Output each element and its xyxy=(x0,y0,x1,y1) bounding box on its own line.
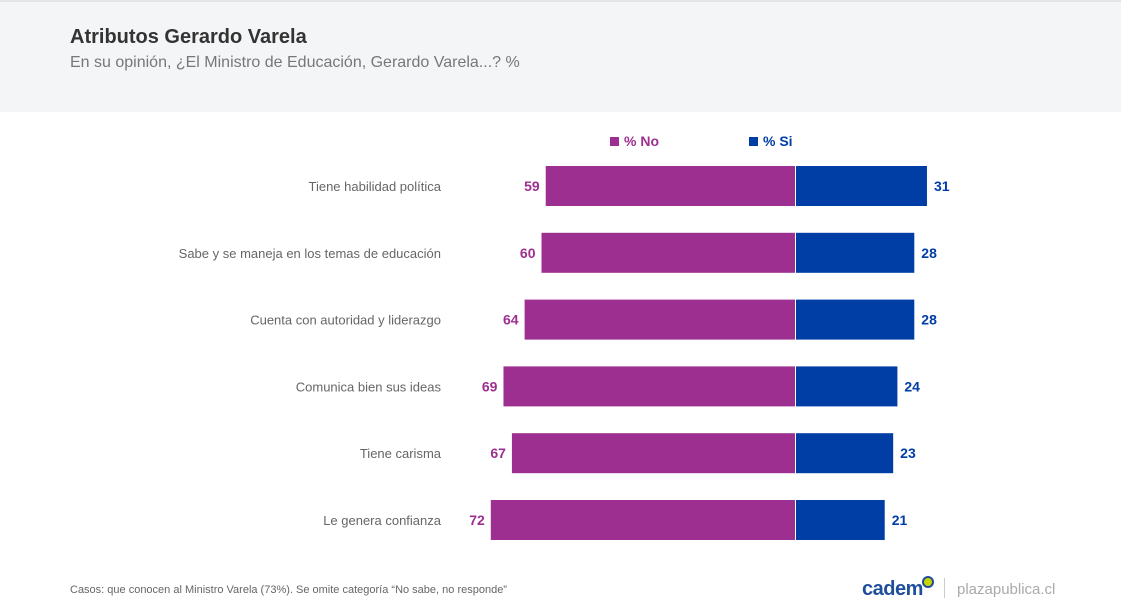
value-label-si: 31 xyxy=(934,178,950,194)
bar-si xyxy=(796,366,898,407)
category-label: Tiene habilidad política xyxy=(309,179,442,194)
legend-label-si: % Si xyxy=(763,133,793,149)
page-subtitle: En su opinión, ¿El Ministro de Educación… xyxy=(70,54,520,71)
cadem-logo: cadem xyxy=(862,576,934,601)
logo-text: cadem xyxy=(862,578,923,600)
footer-divider xyxy=(944,578,945,598)
value-label-no: 72 xyxy=(469,512,485,528)
bar-no xyxy=(524,299,795,340)
legend-label-no: % No xyxy=(624,133,659,149)
value-label-no: 69 xyxy=(482,378,498,394)
value-label-no: 60 xyxy=(520,245,536,261)
bar-si xyxy=(796,232,915,273)
bar-no xyxy=(490,500,795,540)
footer-note: Casos: que conocen al Ministro Varela (7… xyxy=(70,584,507,596)
category-label: Le genera confianza xyxy=(323,513,442,528)
site-link[interactable]: plazapublica.cl xyxy=(957,581,1056,598)
page-title: Atributos Gerardo Varela xyxy=(70,26,307,48)
legend-swatch-no xyxy=(610,136,619,146)
bar-no xyxy=(503,366,795,407)
value-label-si: 23 xyxy=(900,445,916,461)
bar-si xyxy=(796,500,885,540)
value-label-no: 64 xyxy=(503,312,519,328)
header: Atributos Gerardo Varela En su opinión, … xyxy=(0,0,1121,112)
value-label-si: 28 xyxy=(921,312,937,328)
value-label-si: 24 xyxy=(904,378,920,394)
logo-dot-icon xyxy=(922,576,934,588)
bar-no xyxy=(511,433,795,474)
bar-si xyxy=(796,166,927,206)
bar-no xyxy=(541,232,795,273)
value-label-no: 59 xyxy=(524,178,540,194)
category-label: Sabe y se maneja en los temas de educaci… xyxy=(179,246,441,261)
bar-si xyxy=(796,433,894,474)
legend-swatch-si xyxy=(749,136,758,146)
value-label-no: 67 xyxy=(490,445,506,461)
legend-item-si: % Si xyxy=(749,133,793,149)
value-label-si: 28 xyxy=(921,245,937,261)
bar-si xyxy=(796,299,915,340)
value-label-si: 21 xyxy=(892,512,908,528)
category-label: Tiene carisma xyxy=(360,446,442,461)
legend-item-no: % No xyxy=(610,133,659,149)
category-label: Cuenta con autoridad y liderazgo xyxy=(250,313,441,328)
category-label: Comunica bien sus ideas xyxy=(296,379,442,394)
bar-no xyxy=(545,166,795,206)
